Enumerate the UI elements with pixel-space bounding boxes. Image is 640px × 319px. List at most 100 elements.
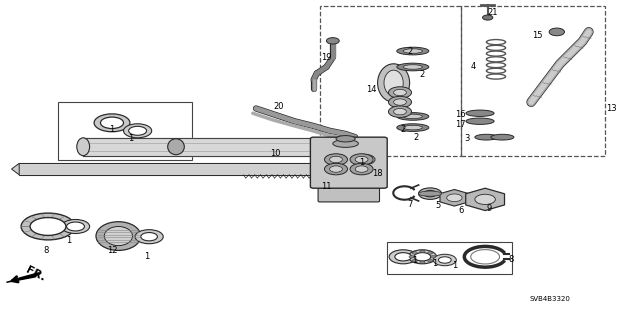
Circle shape	[483, 15, 493, 20]
Circle shape	[388, 87, 412, 98]
Ellipse shape	[104, 226, 132, 246]
Text: SVB4B3320: SVB4B3320	[530, 296, 571, 302]
Text: 2: 2	[401, 125, 406, 134]
Circle shape	[394, 99, 406, 105]
Ellipse shape	[433, 254, 456, 266]
Text: 2: 2	[413, 133, 419, 142]
Circle shape	[326, 38, 339, 44]
FancyBboxPatch shape	[318, 182, 380, 202]
Circle shape	[355, 156, 368, 163]
Text: 2: 2	[420, 70, 425, 79]
Circle shape	[394, 89, 406, 96]
Ellipse shape	[336, 136, 355, 142]
Ellipse shape	[491, 134, 514, 140]
Text: 1: 1	[109, 125, 115, 134]
Text: 20: 20	[273, 102, 284, 111]
Text: 14: 14	[366, 85, 376, 94]
Circle shape	[412, 259, 417, 262]
Circle shape	[447, 194, 462, 202]
Ellipse shape	[403, 49, 422, 53]
Ellipse shape	[94, 114, 130, 132]
Circle shape	[409, 256, 414, 258]
Text: 1: 1	[67, 236, 72, 245]
Polygon shape	[466, 188, 504, 211]
Ellipse shape	[141, 233, 157, 241]
Text: 15: 15	[532, 31, 543, 40]
Ellipse shape	[67, 222, 84, 231]
Circle shape	[355, 166, 368, 172]
Text: 11: 11	[321, 182, 332, 191]
Circle shape	[388, 96, 412, 108]
Ellipse shape	[355, 154, 375, 165]
Ellipse shape	[100, 117, 124, 129]
Ellipse shape	[475, 134, 498, 140]
Polygon shape	[440, 189, 469, 206]
Circle shape	[324, 163, 348, 175]
Ellipse shape	[124, 124, 152, 138]
Text: 8: 8	[44, 246, 49, 255]
Ellipse shape	[384, 70, 403, 96]
Circle shape	[324, 154, 348, 165]
Ellipse shape	[466, 118, 494, 124]
Text: 7: 7	[407, 200, 412, 209]
Text: 17: 17	[456, 120, 466, 129]
Circle shape	[330, 166, 342, 172]
Text: 16: 16	[456, 110, 466, 119]
Ellipse shape	[129, 126, 147, 135]
Ellipse shape	[408, 250, 436, 264]
Text: 1: 1	[145, 252, 150, 261]
FancyBboxPatch shape	[310, 137, 387, 188]
Ellipse shape	[466, 110, 494, 116]
Ellipse shape	[333, 140, 358, 147]
Text: 1: 1	[433, 259, 438, 268]
Text: 4: 4	[471, 63, 476, 71]
Text: 1: 1	[129, 134, 134, 143]
Text: 21: 21	[488, 8, 498, 17]
Ellipse shape	[21, 213, 75, 240]
Text: 12: 12	[107, 246, 117, 255]
Ellipse shape	[397, 113, 429, 120]
Text: 8: 8	[508, 255, 513, 263]
Ellipse shape	[168, 139, 184, 155]
Text: 1: 1	[412, 256, 417, 265]
Circle shape	[420, 261, 425, 263]
Text: 2: 2	[407, 47, 412, 56]
Ellipse shape	[419, 188, 442, 199]
Ellipse shape	[403, 114, 422, 119]
Ellipse shape	[378, 64, 410, 102]
Circle shape	[330, 156, 342, 163]
Circle shape	[412, 252, 417, 254]
Text: 19: 19	[321, 53, 332, 62]
Circle shape	[394, 108, 406, 115]
Text: 1: 1	[452, 261, 457, 270]
Ellipse shape	[414, 253, 431, 261]
Ellipse shape	[397, 124, 429, 131]
Circle shape	[420, 250, 425, 253]
Text: 9: 9	[487, 204, 492, 213]
Ellipse shape	[135, 230, 163, 244]
Ellipse shape	[395, 253, 412, 261]
Ellipse shape	[419, 191, 442, 196]
Ellipse shape	[358, 156, 371, 163]
Circle shape	[549, 28, 564, 36]
Ellipse shape	[397, 63, 429, 71]
Text: 18: 18	[372, 169, 383, 178]
Polygon shape	[6, 274, 38, 282]
Ellipse shape	[61, 219, 90, 234]
Circle shape	[388, 106, 412, 117]
Circle shape	[350, 163, 373, 175]
Text: 5: 5	[436, 201, 441, 210]
Text: 3: 3	[465, 134, 470, 143]
Ellipse shape	[77, 138, 90, 156]
Ellipse shape	[30, 218, 66, 235]
Circle shape	[350, 154, 373, 165]
Ellipse shape	[403, 125, 422, 130]
Text: 1: 1	[359, 158, 364, 167]
Text: FR.: FR.	[24, 264, 47, 283]
Circle shape	[475, 194, 495, 204]
Circle shape	[428, 259, 433, 262]
Text: 13: 13	[606, 104, 616, 113]
Ellipse shape	[438, 257, 451, 263]
Ellipse shape	[424, 190, 436, 197]
Text: 10: 10	[270, 149, 280, 158]
